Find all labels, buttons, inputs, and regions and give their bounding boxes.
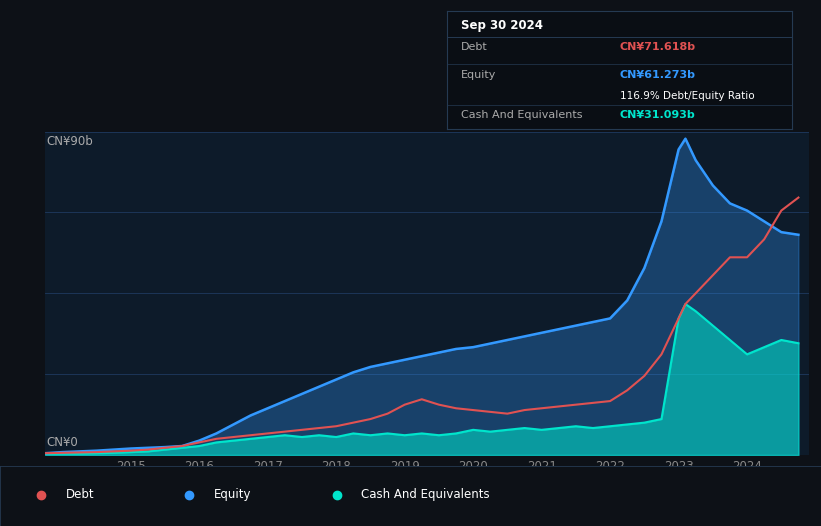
Text: Equity: Equity	[213, 488, 251, 501]
Text: Sep 30 2024: Sep 30 2024	[461, 19, 544, 32]
Text: CN¥71.618b: CN¥71.618b	[620, 43, 696, 53]
Text: Cash And Equivalents: Cash And Equivalents	[361, 488, 490, 501]
Text: Equity: Equity	[461, 69, 497, 80]
Text: CN¥0: CN¥0	[47, 436, 79, 449]
Text: Cash And Equivalents: Cash And Equivalents	[461, 110, 583, 120]
Text: Debt: Debt	[461, 43, 488, 53]
Text: CN¥90b: CN¥90b	[47, 135, 94, 148]
Text: CN¥61.273b: CN¥61.273b	[620, 69, 696, 80]
Text: Debt: Debt	[66, 488, 94, 501]
Text: CN¥31.093b: CN¥31.093b	[620, 110, 695, 120]
Text: 116.9% Debt/Equity Ratio: 116.9% Debt/Equity Ratio	[620, 91, 754, 101]
